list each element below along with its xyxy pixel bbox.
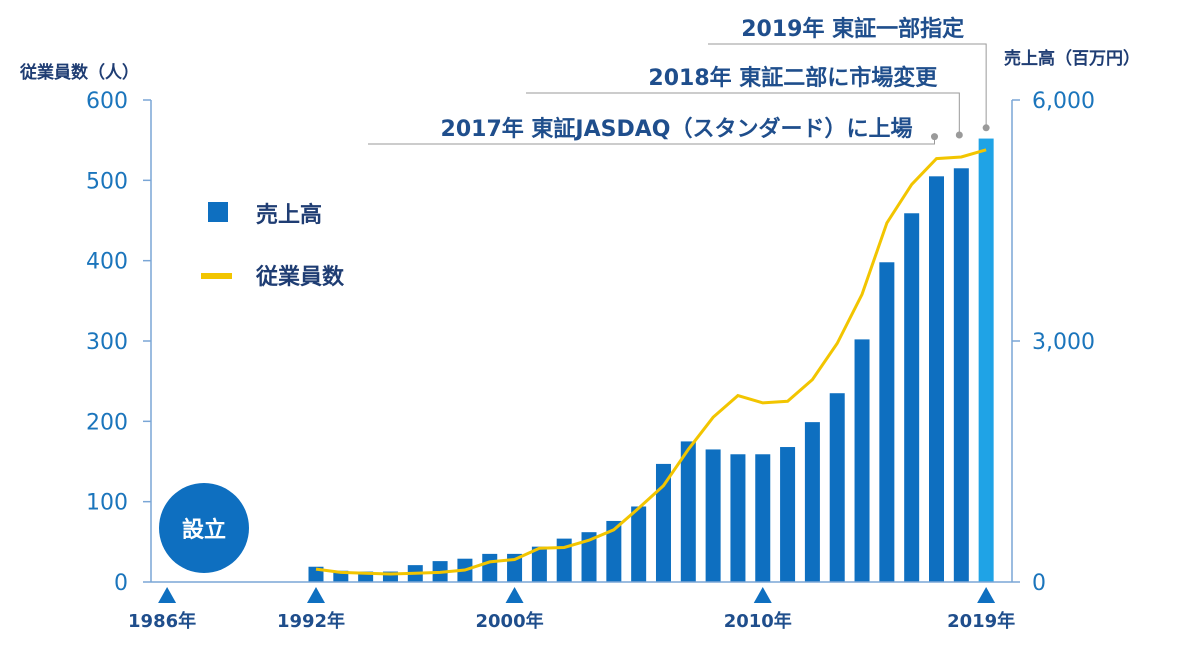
left-tick-label: 600	[86, 89, 128, 114]
founded-marker: 設立	[159, 483, 249, 573]
sales-bar	[680, 441, 696, 582]
right-tick-label: 6,000	[1032, 89, 1095, 114]
sales-bar	[904, 213, 920, 582]
x-marker-triangle	[505, 587, 524, 603]
x-tick-label: 1986年	[128, 610, 196, 632]
event-leader-line	[526, 92, 960, 136]
left-tick-label: 300	[86, 330, 128, 355]
sales-bar	[755, 454, 771, 582]
founded-circle	[159, 483, 249, 573]
event-dot	[931, 133, 938, 141]
event-dot	[982, 124, 990, 132]
sales-bar	[482, 553, 498, 582]
sales-bar	[829, 393, 845, 582]
x-tick-label: 2019年	[947, 610, 1015, 632]
x-marker-triangle	[158, 587, 177, 603]
sales-bar	[879, 262, 895, 582]
x-marker-triangle	[307, 587, 325, 603]
x-marker-triangle	[753, 587, 772, 603]
sales-bar	[655, 463, 671, 582]
sales-bar	[730, 454, 746, 582]
right-axis-title: 売上高（百万円）	[1004, 48, 1140, 69]
x-tick-label: 2000年	[476, 610, 544, 632]
left-tick-label: 100	[86, 491, 128, 516]
right-tick-label: 3,000	[1032, 330, 1095, 355]
sales-bar	[953, 168, 969, 583]
sales-bar	[358, 571, 374, 582]
sales-bar	[978, 138, 994, 582]
sales-bar	[929, 176, 944, 583]
event-leader-line	[708, 43, 987, 128]
sales-bar	[854, 339, 870, 582]
bar-series	[308, 138, 994, 583]
sales-bar	[780, 447, 796, 582]
event-label: 2018年 東証二部に市場変更	[648, 65, 938, 91]
left-axis-title: 従業員数（人）	[19, 62, 139, 83]
legend-sales-label: 売上高	[256, 202, 322, 228]
event-dot	[955, 131, 963, 139]
employee-line	[315, 148, 987, 576]
sales-bar	[531, 546, 547, 582]
left-tick-label: 0	[114, 571, 128, 596]
sales-bar	[581, 532, 597, 582]
sales-bar	[606, 520, 622, 582]
event-label: 2017年 東証JASDAQ（スタンダード）に上場	[441, 116, 913, 142]
x-tick-label: 1992年	[277, 610, 345, 632]
sales-bar	[804, 422, 820, 582]
left-tick-label: 400	[86, 250, 128, 275]
right-tick-label: 0	[1032, 571, 1046, 596]
sales-bar	[556, 538, 572, 582]
founded-label: 設立	[182, 517, 226, 543]
sales-bar	[705, 449, 721, 582]
sales-bar	[333, 570, 349, 582]
legend-employees-label: 従業員数	[255, 264, 345, 290]
left-tick-label: 500	[86, 169, 128, 194]
left-tick-label: 200	[86, 410, 128, 435]
sales-bar	[382, 571, 398, 582]
x-tick-label: 2010年	[724, 610, 792, 632]
legend: 売上高 従業員数	[201, 202, 345, 290]
sales-bar	[631, 506, 647, 582]
legend-sales-swatch	[208, 202, 228, 222]
x-marker-triangle	[977, 587, 996, 603]
event-label: 2019年 東証一部指定	[741, 16, 964, 42]
